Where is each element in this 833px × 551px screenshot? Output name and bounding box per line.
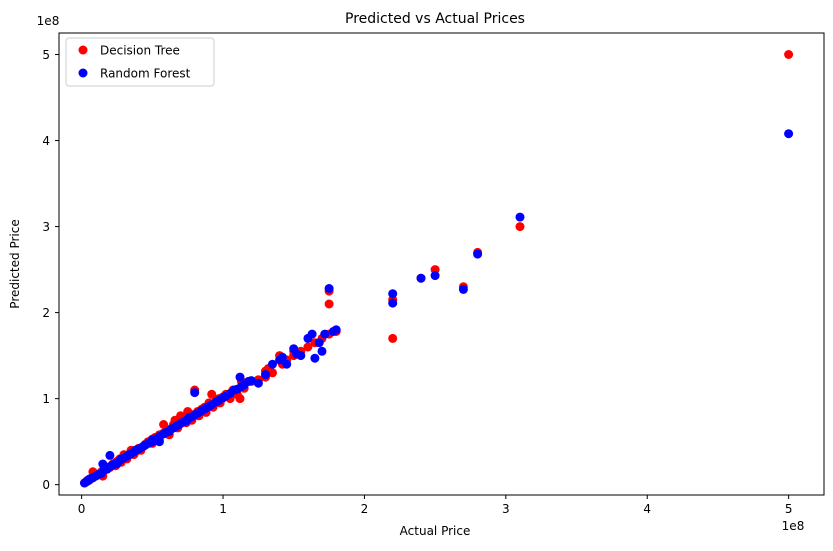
point-random-forest [253,378,263,388]
y-tick-label: 3 [42,220,50,234]
x-tick-label: 5 [785,502,793,516]
point-random-forest [388,298,398,308]
x-tick-label: 2 [361,502,369,516]
point-random-forest [154,437,164,447]
point-random-forest [416,273,426,283]
legend: Decision Tree Random Forest [65,37,215,87]
point-decision-tree [235,394,245,404]
point-random-forest [331,325,341,335]
point-random-forest [317,346,327,356]
x-offset-text: 1e8 [782,519,805,533]
x-tick-label: 4 [643,502,651,516]
point-random-forest [105,450,115,460]
point-decision-tree [784,50,794,59]
point-decision-tree [268,368,277,378]
point-random-forest [235,372,245,382]
x-axis-label: Actual Price [400,524,471,538]
x-tick-label: 0 [78,502,86,516]
point-random-forest [190,388,200,398]
point-random-forest [261,370,270,380]
axis-ticks: 0 1 2 3 4 5 0 1 2 3 4 5 [42,48,792,516]
point-decision-tree [515,222,525,232]
point-random-forest [314,338,324,348]
y-axis-label: Predicted Price [8,219,22,308]
point-random-forest [246,376,256,386]
y-tick-label: 1 [42,392,50,406]
point-decision-tree [324,299,334,309]
legend-marker-decision-tree [78,45,88,55]
x-tick-label: 1 [219,502,227,516]
y-offset-text: 1e8 [37,14,60,28]
point-random-forest [388,289,398,299]
chart-title: Predicted vs Actual Prices [345,11,525,27]
legend-box [65,37,215,87]
point-decision-tree [159,420,169,429]
point-random-forest [307,329,317,339]
point-random-forest [320,329,330,339]
point-random-forest [282,359,292,369]
point-random-forest [430,271,440,281]
x-tick-label: 3 [502,502,510,516]
legend-label-random-forest: Random Forest [100,67,191,81]
point-random-forest [310,353,320,363]
point-random-forest [324,284,334,293]
point-random-forest [784,129,794,139]
legend-marker-random-forest [78,68,88,78]
plot-frame [58,32,825,496]
point-random-forest [473,249,483,259]
plot-marks [80,50,794,488]
point-random-forest [458,284,468,294]
point-random-forest [296,351,306,361]
point-decision-tree [388,333,398,343]
point-random-forest [515,212,525,222]
y-tick-label: 0 [42,478,50,492]
y-tick-label: 4 [42,134,50,148]
point-random-forest [268,359,277,369]
point-decision-tree [303,342,313,352]
legend-label-decision-tree: Decision Tree [100,44,180,58]
point-random-forest [277,352,287,362]
y-tick-label: 2 [42,306,50,320]
y-tick-label: 5 [42,48,50,62]
